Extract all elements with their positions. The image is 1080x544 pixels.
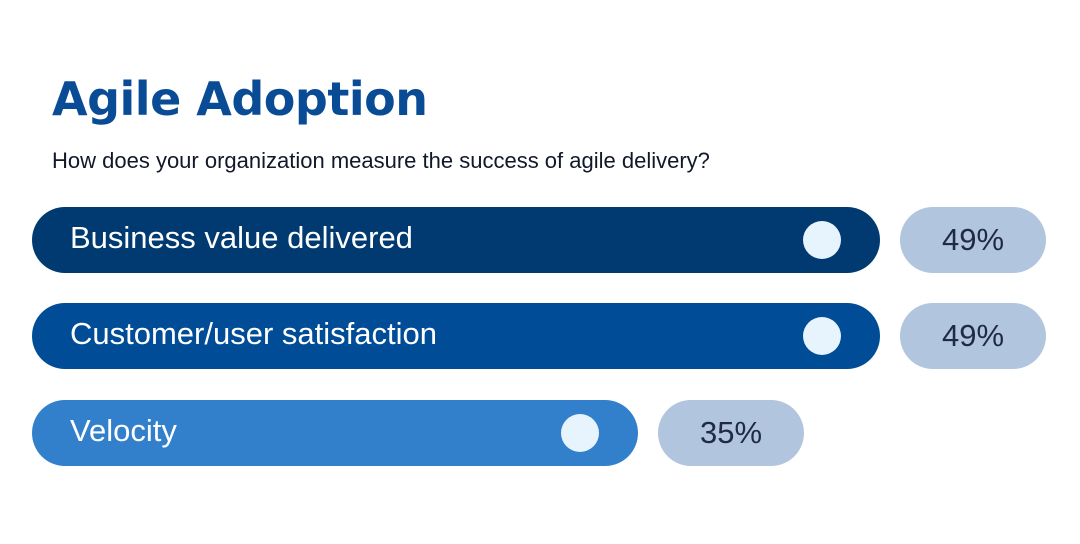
bar-label: Velocity bbox=[70, 413, 177, 448]
data-label: 35% bbox=[699, 415, 763, 450]
bar-end-marker bbox=[561, 414, 599, 452]
value-badge bbox=[658, 400, 804, 466]
data-label: 49% bbox=[941, 222, 1005, 257]
bar bbox=[32, 400, 638, 466]
value-badge bbox=[900, 303, 1046, 369]
chart-title: Agile Adoption bbox=[52, 72, 428, 126]
bar bbox=[32, 207, 880, 273]
bar-label: Customer/user satisfaction bbox=[70, 316, 437, 351]
bar-end-marker bbox=[803, 221, 841, 259]
bar bbox=[32, 303, 880, 369]
bar-end-marker bbox=[803, 317, 841, 355]
bar-label: Business value delivered bbox=[70, 220, 413, 255]
value-badge bbox=[900, 207, 1046, 273]
data-label: 49% bbox=[941, 318, 1005, 353]
chart-subtitle: How does your organization measure the s… bbox=[52, 148, 710, 173]
